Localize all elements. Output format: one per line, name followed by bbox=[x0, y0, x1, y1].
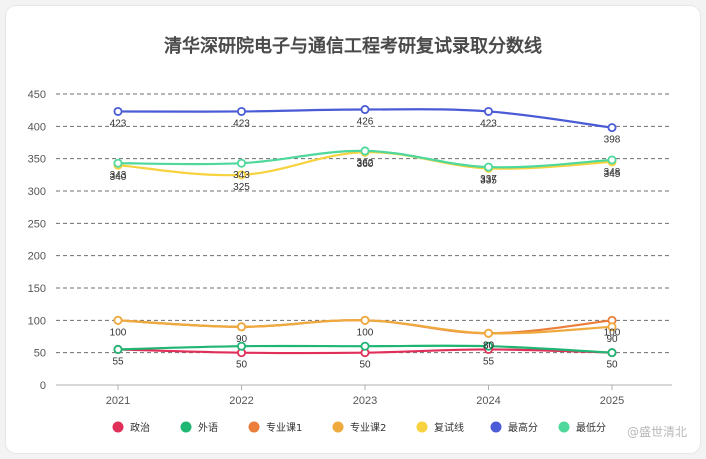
y-tick-label: 400 bbox=[28, 121, 46, 133]
legend-label: 外语 bbox=[198, 422, 218, 434]
y-tick-label: 100 bbox=[28, 315, 46, 327]
data-point bbox=[113, 344, 123, 354]
data-label: 100 bbox=[357, 327, 374, 338]
legend-label: 最高分 bbox=[508, 421, 538, 434]
y-tick-label: 0 bbox=[40, 380, 46, 392]
data-label: 398 bbox=[604, 135, 621, 146]
data-label: 340 bbox=[110, 172, 127, 183]
legend-marker bbox=[490, 421, 502, 433]
data-label: 426 bbox=[357, 117, 374, 128]
series-points bbox=[113, 105, 617, 358]
axes: 0 50 100 150 200 250 300 350 400 450 2021 2022 2023 2… bbox=[28, 89, 672, 407]
data-label: 50 bbox=[606, 360, 618, 371]
data-point bbox=[236, 170, 246, 180]
legend-marker bbox=[180, 421, 192, 433]
data-label: 55 bbox=[483, 356, 495, 367]
data-label: 348 bbox=[604, 167, 621, 178]
data-label: 55 bbox=[112, 356, 124, 367]
data-point bbox=[113, 315, 123, 325]
data-point bbox=[113, 106, 123, 116]
data-point bbox=[236, 158, 246, 168]
y-tick-label: 250 bbox=[28, 218, 46, 230]
data-point bbox=[360, 315, 370, 325]
legend-marker bbox=[112, 421, 124, 433]
x-tick-label: 2023 bbox=[353, 395, 377, 407]
data-label: 423 bbox=[233, 118, 250, 129]
data-label: 80 bbox=[483, 340, 495, 351]
data-label: 362 bbox=[357, 158, 374, 169]
data-point bbox=[113, 158, 123, 168]
data-point bbox=[483, 106, 493, 116]
data-point bbox=[360, 105, 370, 115]
legend-marker bbox=[332, 421, 344, 433]
x-tick-label: 2021 bbox=[106, 395, 130, 407]
data-label: 50 bbox=[236, 360, 248, 371]
data-label: 343 bbox=[110, 170, 127, 181]
data-point bbox=[607, 123, 617, 133]
grid-lines bbox=[56, 93, 672, 354]
data-point bbox=[236, 106, 246, 116]
data-label: 335 bbox=[480, 175, 497, 186]
data-label: 423 bbox=[110, 118, 127, 129]
y-tick-label: 200 bbox=[28, 251, 46, 263]
legend-label: 政治 bbox=[130, 421, 150, 434]
legend-marker bbox=[416, 421, 428, 433]
data-point bbox=[483, 328, 493, 338]
data-point bbox=[236, 341, 246, 351]
y-tick-label: 150 bbox=[28, 283, 46, 295]
data-label: 100 bbox=[604, 327, 621, 338]
data-point bbox=[607, 322, 617, 332]
y-tick-label: 350 bbox=[28, 154, 46, 166]
chart-card bbox=[6, 6, 700, 453]
data-point bbox=[360, 146, 370, 156]
legend-label: 复试线 bbox=[434, 421, 464, 434]
x-tick-label: 2025 bbox=[600, 395, 624, 407]
data-label: 50 bbox=[359, 360, 371, 371]
legend: 政治 外语 专业课1 专业课2 复试线 最高分 最低分 bbox=[112, 421, 606, 434]
data-label: 90 bbox=[606, 334, 618, 345]
data-label: 90 bbox=[236, 334, 248, 345]
data-point bbox=[607, 155, 617, 165]
legend-label: 专业课2 bbox=[350, 421, 386, 434]
data-label: 423 bbox=[480, 118, 497, 129]
data-label: 345 bbox=[604, 169, 621, 180]
data-point bbox=[607, 348, 617, 358]
legend-label: 最低分 bbox=[576, 421, 606, 434]
legend-marker bbox=[248, 421, 260, 433]
x-tick-label: 2022 bbox=[229, 395, 253, 407]
x-tick-label: 2024 bbox=[476, 395, 500, 407]
chart-title: 清华深研院电子与通信工程考研复试录取分数线 bbox=[164, 35, 542, 57]
y-tick-label: 300 bbox=[28, 186, 46, 198]
data-label: 80 bbox=[483, 340, 495, 351]
legend-marker bbox=[558, 421, 570, 433]
legend-label: 专业课1 bbox=[266, 421, 302, 434]
y-tick-label: 50 bbox=[34, 348, 46, 360]
data-label: 337 bbox=[480, 174, 497, 185]
y-tick-label: 450 bbox=[28, 89, 46, 101]
data-point bbox=[360, 341, 370, 351]
watermark: @盛世清北 bbox=[627, 424, 687, 439]
data-point bbox=[483, 162, 493, 172]
data-point bbox=[483, 341, 493, 351]
data-label: 343 bbox=[233, 170, 250, 181]
data-label: 325 bbox=[233, 182, 250, 193]
data-point bbox=[236, 322, 246, 332]
data-label: 100 bbox=[110, 327, 127, 338]
data-label: 360 bbox=[357, 159, 374, 170]
